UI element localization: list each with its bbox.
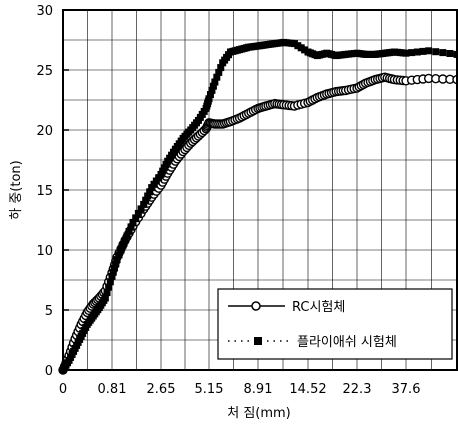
flyash-data-point [408,49,416,57]
flyash-data-point [446,50,454,57]
flyash-data-point [111,264,119,272]
flyash-data-point [213,73,221,81]
x-tick-label: 0 [59,382,67,397]
y-tick-label: 10 [36,244,53,259]
flyash-data-point [217,64,225,72]
flyash-data-point [132,214,140,222]
flyash-data-point [206,91,214,99]
flyash-data-point [140,200,148,208]
flyash-data-point [101,294,109,302]
legend-label-flyash: 플라이애쉬 시험체 [297,335,397,350]
y-tick-label: 30 [36,4,53,19]
y-axis: 0 5 10 15 20 25 30 [36,4,69,379]
flyash-data-point [119,241,127,249]
flyash-data-point [103,289,111,297]
flyash-data-point [108,272,116,280]
y-axis-title: 하 중(ton) [9,160,24,220]
flyash-data-point [142,196,150,204]
x-tick-label: 22.3 [343,382,372,397]
x-tick-label: 0.81 [98,382,127,397]
x-tick-label: 14.52 [289,382,326,397]
flyash-data-point [413,48,421,56]
flyash-data-point [453,50,458,58]
flyash-data-point [129,218,137,226]
flyash-data-point [134,209,142,217]
flyash-data-point [123,232,131,240]
flyash-data-point [419,47,427,55]
flyash-data-point [113,256,121,264]
flyash-data-point [425,47,433,55]
flyash-data-point [208,86,216,94]
x-axis: 0 0.81 2.65 5.15 8.91 14.52 22.3 37.6 [59,382,421,397]
y-tick-label: 20 [36,124,53,139]
legend-label-rc: RC시험체 [292,300,345,315]
x-tick-label: 37.6 [392,382,421,397]
flyash-data-point [146,188,154,196]
flyash-data-point [127,223,135,231]
y-tick-label: 15 [36,184,53,199]
flyash-data-point [205,95,213,103]
flyash-data-point [115,251,123,259]
flyash-data-point [105,283,113,291]
x-tick-label: 2.65 [147,382,176,397]
flyash-data-point [144,192,152,200]
x-axis-title: 처 짐(mm) [227,406,291,421]
flyash-data-point [112,260,120,268]
flyash-data-point [117,246,125,254]
y-tick-label: 0 [45,364,53,379]
flyash-data-point [439,49,447,57]
flyash-data-point [106,278,114,286]
legend-box [217,288,453,360]
flyash-data-point [125,227,133,235]
legend: RC시험체 플라이애쉬 시험체 [217,288,453,360]
legend-marker-rc [251,301,261,311]
y-tick-label: 25 [36,64,53,79]
flyash-data-point [402,49,410,57]
flyash-data-point [121,236,129,244]
y-tick-label: 5 [45,304,53,319]
flyash-data-point [137,205,145,213]
flyash-data-point [109,268,117,276]
x-tick-label: 8.91 [244,382,273,397]
legend-marker-flyash [254,337,262,345]
flyash-data-point [211,78,219,86]
series-layer [58,38,458,375]
flyash-data-point [209,82,217,90]
x-tick-label: 5.15 [195,382,224,397]
flyash-data-point [215,68,223,76]
flyash-data-point [432,48,440,56]
